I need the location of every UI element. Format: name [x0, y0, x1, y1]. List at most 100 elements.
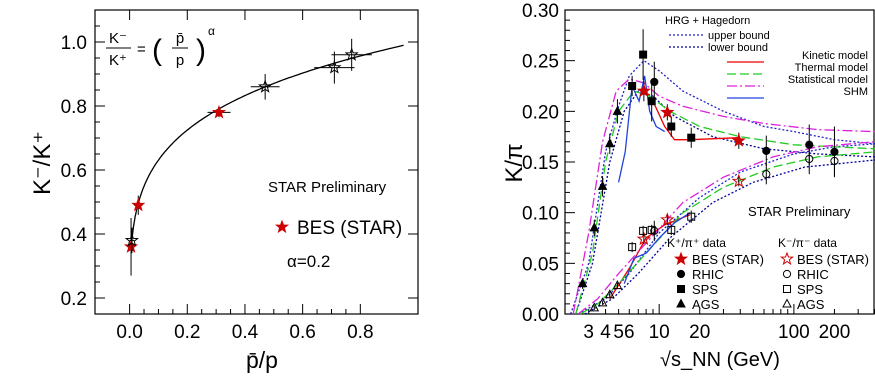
y-tick-label: 0.00 — [522, 305, 559, 326]
left-panel: 0.0 0.2 0.4 0.6 0.8 0.2 0.4 0.6 0.8 1.0 p̄/p K⁻/K⁺ K… — [29, 9, 419, 373]
legend-label: upper bound — [708, 30, 770, 42]
x-tick-label: 20 — [689, 322, 710, 343]
legend-label: SHM — [844, 86, 868, 98]
x-axis-label: p̄/p — [246, 347, 278, 373]
data-point — [762, 170, 771, 179]
data-point — [639, 226, 648, 235]
data-point — [211, 104, 227, 119]
legend-label: SPS — [692, 282, 718, 297]
y-tick-label: 0.15 — [522, 153, 559, 174]
data-point — [628, 243, 637, 252]
legend-label: lower bound — [708, 42, 768, 54]
star-preliminary-label: STAR Preliminary — [748, 204, 851, 219]
data-point — [731, 133, 746, 147]
model-curve — [623, 212, 691, 284]
data-point — [636, 83, 651, 98]
y-tick-label: 0.20 — [522, 102, 559, 123]
data-point — [660, 212, 675, 226]
data-point — [589, 222, 600, 232]
data-point — [597, 180, 608, 190]
model-curve — [569, 59, 875, 315]
x-tick-label: 3 — [583, 322, 594, 343]
data-point — [650, 77, 659, 87]
data-point — [647, 225, 656, 234]
legend-label: Thermal model — [795, 62, 868, 74]
formula-paren-right: ) — [196, 34, 206, 67]
formula-rhs-den: p — [176, 52, 184, 69]
formula-lhs-num: K⁻ — [109, 30, 127, 47]
hrg-legend-title: HRG + Hagedorn — [665, 15, 750, 27]
x-tick-label: 0.4 — [232, 322, 259, 343]
data-point — [762, 146, 771, 155]
data-point — [731, 173, 746, 188]
star-preliminary-label: STAR Preliminary — [268, 179, 387, 196]
model-curve — [580, 151, 875, 315]
data-point — [805, 154, 814, 164]
legend-marker — [782, 298, 792, 308]
model-curve — [577, 141, 875, 315]
data-point — [636, 231, 651, 246]
y-tick-label: 0.05 — [522, 254, 559, 275]
legend-marker — [783, 285, 791, 293]
legend-label: AGS — [797, 297, 825, 312]
legend-marker — [676, 269, 686, 279]
data-point — [589, 302, 600, 312]
data-point — [667, 225, 676, 234]
y-tick-label: 0.8 — [61, 97, 87, 118]
formula-lhs-den: K⁺ — [109, 52, 127, 69]
formula-rhs-num: p̄ — [176, 30, 184, 47]
model-curve — [584, 159, 875, 315]
legend-label: BES (STAR) — [692, 252, 764, 267]
x-tick-label: 6 — [624, 322, 635, 343]
y-tick-label: 0.2 — [61, 289, 87, 310]
y-tick-label: 0.4 — [61, 225, 88, 246]
data-point — [344, 47, 359, 61]
legend-marker — [782, 269, 792, 279]
legend-label: RHIC — [797, 267, 829, 282]
x-tick-label: 200 — [819, 322, 851, 343]
data-point — [258, 79, 273, 93]
y-axis-label: K/π — [501, 143, 528, 182]
data-point — [667, 122, 676, 131]
data-point — [131, 197, 146, 212]
formula-exponent: α — [208, 24, 215, 38]
data-point — [687, 212, 696, 221]
data-point — [628, 82, 637, 90]
legend-marker — [676, 298, 686, 308]
x-tick-label: 10 — [649, 322, 670, 343]
legend-marker — [673, 251, 689, 266]
x-axis-label: √s_NN (GeV) — [660, 349, 780, 371]
formula-paren-left: ( — [152, 34, 162, 67]
data-point — [650, 226, 659, 236]
right-panel: 3 4 5 6 10 20 100 200 0.00 0.05 0.10 0.15 0.20 0.25 0.… — [501, 1, 875, 371]
plot-frame — [94, 9, 419, 315]
legend-param: α=0.2 — [287, 252, 330, 271]
data-point — [577, 278, 588, 288]
legend-marker — [779, 251, 795, 266]
model-curve — [575, 90, 875, 315]
y-tick-label: 0.6 — [61, 161, 87, 182]
fit-curve — [130, 44, 404, 252]
legend-label: SPS — [797, 282, 823, 297]
y-tick-label: 0.25 — [522, 52, 559, 73]
data-point — [612, 280, 623, 290]
y-axis-label: K⁻/K⁺ — [29, 131, 56, 195]
legend-marker — [677, 285, 685, 293]
model-curve — [577, 143, 875, 315]
data-point — [639, 50, 648, 59]
x-tick-label: 0.2 — [174, 322, 200, 343]
legend-label: Statistical model — [788, 74, 868, 86]
legend-label: BES (STAR) — [297, 218, 402, 239]
y-tick-label: 1.0 — [61, 33, 87, 54]
data-point — [687, 133, 696, 142]
model-curve — [575, 90, 875, 315]
legend-label: BES (STAR) — [797, 252, 869, 267]
legend-marker — [274, 219, 290, 234]
x-tick-label: 4 — [600, 322, 611, 343]
y-tick-label: 0.10 — [522, 204, 559, 225]
x-tick-label: 5 — [613, 322, 624, 343]
data-point — [612, 105, 623, 115]
data-point — [597, 297, 608, 307]
legend-label: AGS — [692, 297, 720, 312]
